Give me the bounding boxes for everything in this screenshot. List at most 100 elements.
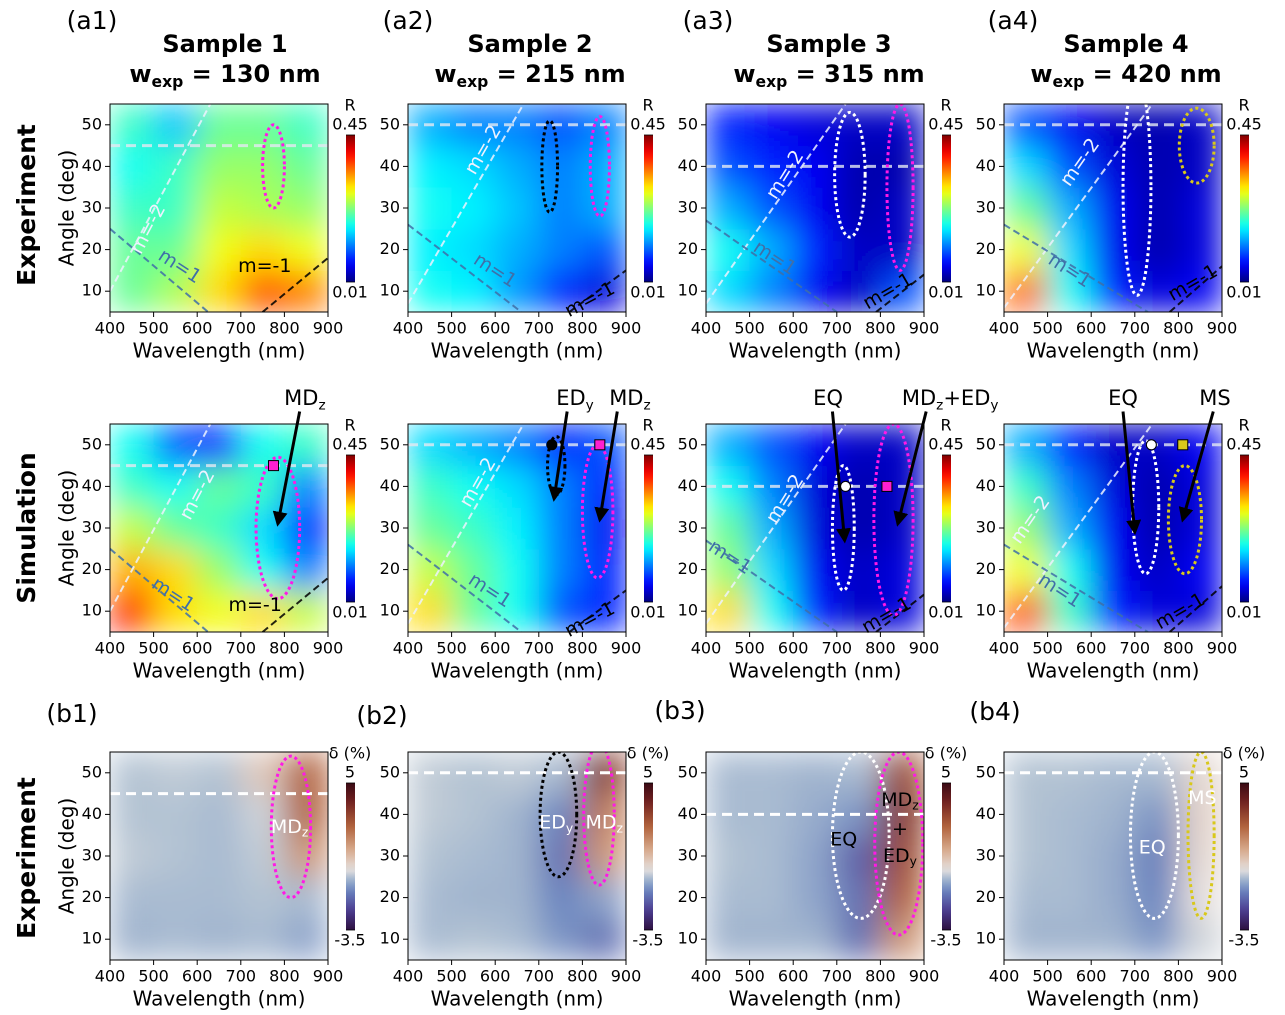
heatmap-cell xyxy=(582,228,626,271)
overlays xyxy=(1004,104,1222,312)
heatmap-cell xyxy=(793,590,838,632)
colorbar-label: δ (%) xyxy=(627,744,670,763)
heatmap-cell xyxy=(408,507,453,550)
heatmap xyxy=(110,752,328,960)
heatmap-cell xyxy=(836,424,881,467)
heatmap-cell xyxy=(880,548,924,591)
heatmap-cell xyxy=(197,104,242,147)
heatmap-cell xyxy=(110,918,155,960)
subscript: y xyxy=(566,821,573,835)
colorbar-label: R xyxy=(344,96,355,115)
ellipse-marker xyxy=(582,752,616,887)
y-tick-label: 30 xyxy=(678,846,698,865)
x-axis-label: Wavelength (nm) xyxy=(1027,987,1200,1011)
annotation: EDy xyxy=(539,811,573,835)
text-part: MD xyxy=(881,788,912,810)
heatmap-cells xyxy=(706,752,924,960)
heatmap-cell xyxy=(836,918,881,960)
heatmap-cell xyxy=(582,590,626,632)
x-tick-label: 600 xyxy=(182,319,213,338)
heatmap-cell xyxy=(284,590,328,632)
text-part: m=-1 xyxy=(229,593,282,615)
text-part: MS xyxy=(1188,786,1216,808)
heatmap-cell xyxy=(749,835,794,878)
y-tick-label: 50 xyxy=(678,762,698,781)
heatmap-cell xyxy=(153,465,198,508)
heatmap-cell xyxy=(793,548,838,591)
heatmap-cell xyxy=(793,507,838,550)
overlays xyxy=(706,752,924,937)
ellipse-marker xyxy=(885,104,915,272)
heatmap-cell xyxy=(240,187,285,230)
colorbar-tick-label: 0.01 xyxy=(928,603,964,622)
ellipse-marker xyxy=(1177,106,1216,185)
heatmap-cell xyxy=(110,270,155,312)
heatmap-cell xyxy=(284,918,328,960)
heatmap-cell xyxy=(1091,507,1136,550)
order-line xyxy=(408,543,522,632)
x-tick-label: 900 xyxy=(909,967,940,986)
heatmap-cell xyxy=(1091,270,1136,312)
x-tick-label: 700 xyxy=(1120,967,1151,986)
annotation: MDz xyxy=(585,811,623,835)
heatmap-cell xyxy=(1004,465,1049,508)
order-line xyxy=(875,273,924,312)
x-axis-label: Wavelength (nm) xyxy=(431,339,604,363)
annotation: MS xyxy=(1199,386,1230,410)
x-tick-label: 700 xyxy=(524,639,555,658)
heatmap-cell xyxy=(1004,187,1049,230)
x-axis-label: Wavelength (nm) xyxy=(431,659,604,683)
subscript: y xyxy=(990,397,998,413)
text-part: MD xyxy=(271,815,302,837)
y-tick-label: 40 xyxy=(678,156,698,175)
x-tick-label: 600 xyxy=(778,967,809,986)
colorbar-tick-label: 0.01 xyxy=(630,603,666,622)
heatmap-cell xyxy=(240,876,285,919)
subscript: z xyxy=(643,397,650,413)
heatmap-cell xyxy=(1178,228,1222,271)
marker xyxy=(594,439,606,451)
heatmap-cell xyxy=(706,270,751,312)
heatmap-cell xyxy=(197,793,242,836)
colorbar-tick-label: -3.5 xyxy=(930,931,961,950)
heatmap-cell xyxy=(1091,876,1136,919)
x-tick-label: 700 xyxy=(524,967,555,986)
heatmap-cell xyxy=(793,424,838,467)
heatmap-cell xyxy=(284,270,328,312)
x-tick-label: 800 xyxy=(567,967,598,986)
x-tick-label: 400 xyxy=(989,319,1020,338)
y-tick-label: 40 xyxy=(380,804,400,823)
overlays xyxy=(110,424,328,632)
x-tick-label: 500 xyxy=(734,967,765,986)
y-tick-label: 50 xyxy=(82,434,102,453)
heatmap-cell xyxy=(408,187,453,230)
heatmap-cell xyxy=(153,424,198,467)
heatmap-cell xyxy=(749,424,794,467)
x-tick-label: 700 xyxy=(226,967,257,986)
y-tick-label: 10 xyxy=(678,601,698,620)
colorbar-label: R xyxy=(1238,416,1249,435)
heatmap-cell xyxy=(284,104,328,147)
x-tick-label: 600 xyxy=(1076,967,1107,986)
heatmap-cells xyxy=(110,424,328,632)
heatmap-cell xyxy=(408,835,453,878)
heatmap-cell xyxy=(749,876,794,919)
y-tick-label: 40 xyxy=(82,476,102,495)
heatmap-cell xyxy=(451,835,496,878)
y-tick-label: 20 xyxy=(380,239,400,258)
y-tick-label: 10 xyxy=(82,601,102,620)
heatmap-cell xyxy=(408,793,453,836)
heatmap-cell xyxy=(793,752,838,795)
heatmap-cell xyxy=(284,793,328,836)
order-line xyxy=(408,223,522,312)
ellipse-marker xyxy=(830,752,891,920)
heatmap-cell xyxy=(451,187,496,230)
heatmap-cell xyxy=(240,752,285,795)
x-tick-label: 900 xyxy=(611,319,642,338)
heatmap-cell xyxy=(284,507,328,550)
annotation: EQ xyxy=(1139,836,1166,858)
subscript: z xyxy=(936,397,943,413)
heatmap-cell xyxy=(1134,228,1179,271)
heatmap-cell xyxy=(1134,507,1179,550)
